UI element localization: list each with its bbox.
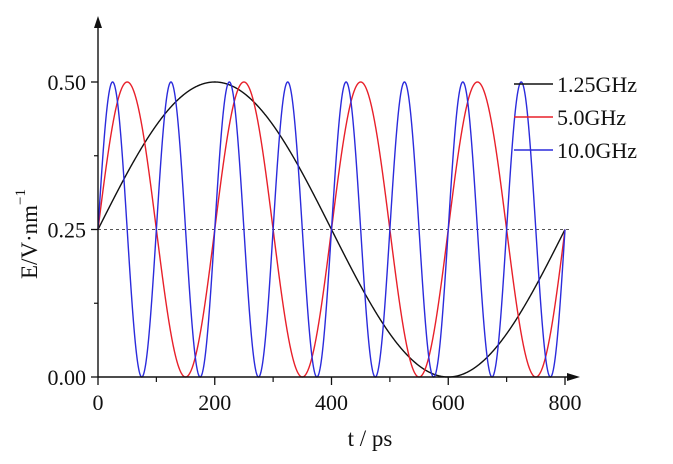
plot-series xyxy=(97,81,566,378)
x-axis-arrow-icon xyxy=(567,373,580,381)
x-axis-title: t / ps xyxy=(348,426,393,451)
svg-text:E/V·nm−1: E/V·nm−1 xyxy=(13,189,42,279)
y-axis-arrow-icon xyxy=(94,16,102,28)
y-axis-title-main: E/V·nm xyxy=(17,205,42,279)
x-tick-label: 200 xyxy=(198,390,231,415)
x-tick-label: 0 xyxy=(93,390,104,415)
legend-item-1.25GHz: 1.25GHz xyxy=(514,72,637,97)
x-tick-label: 800 xyxy=(549,390,582,415)
legend-label: 10.0GHz xyxy=(557,138,637,163)
legend-label: 1.25GHz xyxy=(557,72,637,97)
y-axis: 0.00 0.25 0.50 xyxy=(48,16,102,390)
series-line-10.0GHz xyxy=(97,81,566,378)
y-axis-title-superscript: −1 xyxy=(13,189,29,205)
legend-item-5.0GHz: 5.0GHz xyxy=(514,105,626,130)
legend-item-10.0GHz: 10.0GHz xyxy=(514,138,637,163)
y-tick-label: 0.50 xyxy=(48,70,87,95)
x-tick-label: 600 xyxy=(432,390,465,415)
y-tick-label: 0.25 xyxy=(48,218,87,243)
legend: 1.25GHz 5.0GHz 10.0GHz xyxy=(514,72,637,163)
y-tick-label: 0.00 xyxy=(48,365,87,390)
legend-label: 5.0GHz xyxy=(557,105,626,130)
x-tick-label: 400 xyxy=(315,390,348,415)
x-axis: 0 200 400 600 800 xyxy=(93,373,582,415)
y-axis-title: E/V·nm−1 xyxy=(13,189,42,279)
